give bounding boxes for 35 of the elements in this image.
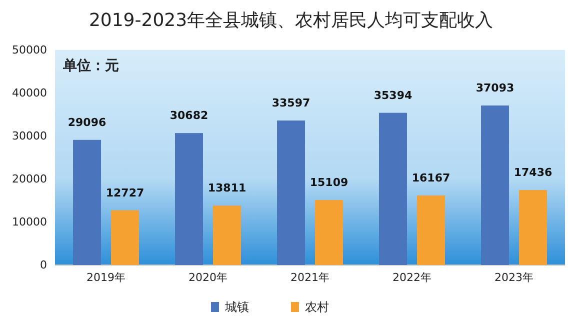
y-tick-label: 0 (40, 258, 47, 272)
bar (519, 190, 547, 265)
data-label: 15109 (310, 176, 348, 190)
bar (315, 200, 343, 265)
x-tick-label: 2021年 (290, 270, 330, 284)
x-tick-label: 2022年 (392, 270, 432, 284)
bar (213, 206, 241, 265)
bar (111, 210, 139, 265)
x-tick-label: 2019年 (86, 270, 126, 284)
annotation: 单位：元 (62, 58, 119, 74)
data-label: 37093 (476, 82, 514, 94)
data-label: 13811 (208, 182, 246, 195)
x-tick-label: 2020年 (188, 270, 228, 284)
bar (277, 120, 305, 265)
data-label: 30682 (170, 109, 208, 122)
y-tick-label: 50000 (12, 44, 47, 57)
data-label: 16167 (412, 171, 450, 184)
bar (417, 195, 445, 265)
data-label: 12727 (106, 186, 144, 200)
y-tick-label: 40000 (12, 86, 47, 100)
x-tick-label: 2023年 (494, 270, 534, 284)
y-tick-label: 10000 (12, 216, 47, 229)
bar (379, 112, 407, 265)
y-tick-label: 30000 (12, 130, 47, 143)
chart-title: 2019-2023年全县城镇、农村居民人均可支配收入 (88, 10, 494, 31)
legend-label: 农村 (305, 300, 329, 314)
data-label: 17436 (514, 166, 552, 180)
legend-label: 城镇 (224, 300, 249, 314)
bar (175, 133, 203, 265)
data-label: 29096 (68, 116, 106, 129)
bar (73, 140, 101, 265)
bar (481, 106, 509, 265)
data-label: 35394 (374, 88, 412, 102)
y-tick-label: 20000 (12, 172, 47, 186)
data-label: 33597 (272, 96, 310, 110)
